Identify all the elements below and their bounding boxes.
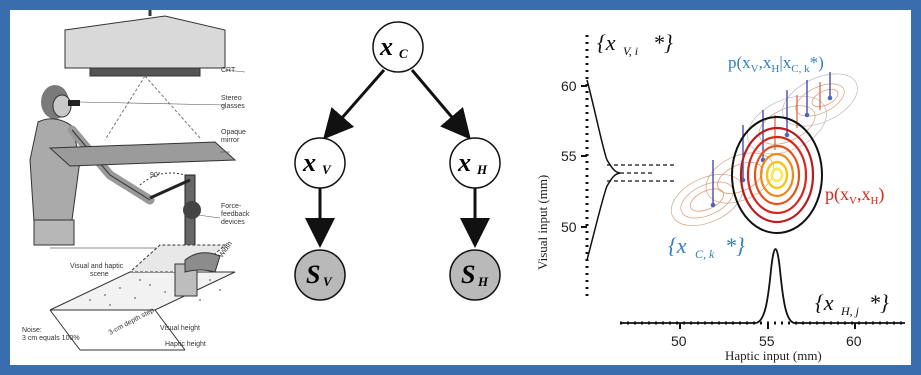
node-xc: x C <box>372 21 424 73</box>
svg-text:p(xV,xH|xC, k*): p(xV,xH|xC, k*) <box>728 53 824 75</box>
svg-text:V: V <box>322 162 332 177</box>
visual-marginal-curve <box>586 79 621 261</box>
node-sh: S H <box>449 249 501 301</box>
svg-text:C: C <box>399 46 408 61</box>
graphical-model: x C x V x H S V S H <box>272 10 512 365</box>
visual-sample-set-label: {x V, i *} <box>597 30 673 58</box>
x-tick-50: 50 <box>671 333 687 349</box>
svg-text:*}: *} <box>653 30 673 55</box>
conditional-sample-set-label: {x C, k *} <box>668 233 745 261</box>
figure-frame: 90° CRT Stereo glasses Opaque mirror For… <box>10 10 911 365</box>
svg-text:V, i: V, i <box>623 44 638 58</box>
svg-text:C, k: C, k <box>695 247 715 261</box>
node-sv: S V <box>294 249 346 301</box>
x-tick-60: 60 <box>846 333 862 349</box>
svg-text:x: x <box>457 148 471 177</box>
svg-text:H: H <box>476 162 488 177</box>
crt-monitor <box>64 10 226 77</box>
haptic-marginal-curve <box>620 248 905 324</box>
svg-text:*}: *} <box>725 233 745 258</box>
joint-density-contours <box>731 116 823 234</box>
svg-text:{x: {x <box>668 233 687 258</box>
y-tick-50: 50 <box>561 219 577 235</box>
edge-xc-xv <box>323 69 386 140</box>
node-xh: x H <box>449 137 501 189</box>
depth-step-label: 3-cm depth step <box>108 307 156 337</box>
haptic-height-label: Haptic height <box>165 341 206 348</box>
joint-density-label: p(xV,xH) <box>825 184 884 207</box>
stereo-label-2: glasses <box>221 103 245 110</box>
stereo-label-1: Stereo <box>221 95 242 102</box>
mirror-label-1: Opaque <box>221 129 246 136</box>
node-xv: x V <box>294 137 346 189</box>
svg-text:*}: *} <box>869 290 889 315</box>
noise-label-1: Noise: <box>22 327 42 334</box>
svg-text:{x: {x <box>597 30 616 55</box>
svg-text:{x: {x <box>815 290 834 315</box>
svg-text:S: S <box>306 260 320 289</box>
noise-label-2: 3 cm equals 100% <box>22 335 80 342</box>
y-axis-label: Visual input (mm) <box>535 175 550 270</box>
haptic-sample-set-label: {x H, j *} <box>815 290 889 318</box>
likelihood-plot: Visual input (mm) 60 55 50 50 55 60 Hapt… <box>525 10 911 365</box>
force-label-2: feedback <box>221 211 250 218</box>
apparatus-illustration: 90° CRT Stereo glasses Opaque mirror For… <box>10 10 258 365</box>
force-label-3: devices <box>221 219 245 226</box>
crt-label: CRT <box>221 67 236 74</box>
x-axis-label: Haptic input (mm) <box>725 348 822 363</box>
edge-xc-xh <box>410 69 471 140</box>
visual-height-label: Visual height <box>160 325 200 332</box>
mirror-label-2: mirror <box>221 137 240 144</box>
svg-text:H, j: H, j <box>840 304 860 318</box>
x-tick-55: 55 <box>759 333 775 349</box>
person-figure <box>29 85 155 246</box>
force-label-1: Force- <box>221 203 242 210</box>
width-label: Width <box>218 240 234 259</box>
visual-to-joint-dashed <box>607 164 675 182</box>
scene-label-1: Visual and haptic <box>70 263 124 270</box>
svg-text:x: x <box>302 148 316 177</box>
posterior-label: p(xV,xH|xC, k*) <box>728 53 824 75</box>
svg-text:V: V <box>323 274 333 289</box>
y-tick-55: 55 <box>561 148 577 164</box>
scene-label-2: scene <box>90 271 109 278</box>
svg-text:p(xV,xH): p(xV,xH) <box>825 184 884 207</box>
svg-text:x: x <box>379 32 393 61</box>
angle-label: 90° <box>150 171 161 179</box>
opaque-mirror <box>48 141 237 167</box>
y-tick-60: 60 <box>561 78 577 94</box>
visual-haptic-scene <box>49 244 236 351</box>
svg-text:S: S <box>461 260 475 289</box>
svg-text:H: H <box>477 274 489 289</box>
